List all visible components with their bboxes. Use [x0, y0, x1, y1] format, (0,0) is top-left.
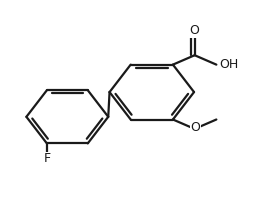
Text: F: F [43, 152, 50, 165]
Text: O: O [190, 24, 200, 37]
Text: O: O [191, 121, 200, 134]
Text: OH: OH [219, 58, 239, 71]
